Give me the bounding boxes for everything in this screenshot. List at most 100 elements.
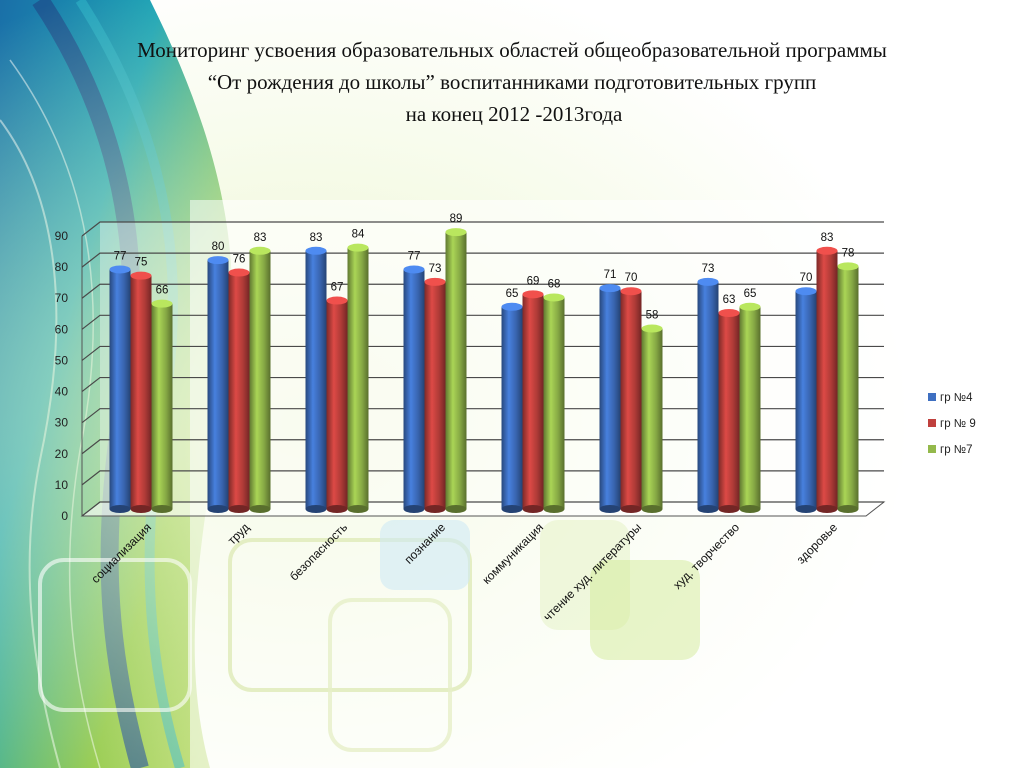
bar — [816, 250, 838, 509]
y-tick-label: 20 — [55, 447, 69, 461]
bar-top — [130, 271, 152, 280]
bar-base — [109, 505, 131, 513]
bar — [599, 288, 621, 509]
legend-swatch — [928, 445, 936, 453]
y-tick-label: 60 — [55, 322, 69, 336]
bar-top — [424, 277, 446, 286]
data-label: 84 — [352, 229, 365, 241]
bar — [109, 269, 131, 509]
bar-base — [424, 505, 446, 513]
data-label: 70 — [800, 272, 813, 284]
data-label: 68 — [548, 278, 561, 290]
y-tick-label: 30 — [55, 416, 69, 430]
bar-base — [599, 505, 621, 513]
y-tick-label: 70 — [55, 291, 69, 305]
bar-top — [347, 243, 369, 252]
title-line-3: на конец 2012 -2013года — [405, 102, 623, 126]
data-label: 58 — [646, 310, 659, 322]
data-label: 73 — [702, 263, 715, 275]
bar — [347, 247, 369, 509]
data-label: 77 — [408, 250, 421, 262]
gridline — [81, 283, 884, 299]
bar-top — [109, 265, 131, 274]
data-label: 71 — [604, 269, 617, 281]
slide-title: Мониторинг усвоения образовательных обла… — [0, 34, 1024, 130]
data-label: 65 — [744, 288, 757, 300]
bar-top — [718, 309, 740, 317]
bar-top — [795, 287, 817, 296]
bar-top — [326, 296, 348, 305]
bar — [543, 297, 565, 509]
y-tick-label: 80 — [55, 260, 69, 274]
bar — [718, 313, 740, 509]
bar — [403, 269, 425, 509]
bar-top — [837, 262, 859, 271]
y-tick-label: 50 — [55, 353, 69, 367]
bar — [326, 300, 348, 509]
bar-top — [249, 246, 271, 255]
bar-top — [697, 277, 719, 286]
bar-base — [130, 505, 152, 513]
bar-top — [641, 324, 663, 333]
data-label: 75 — [135, 257, 148, 269]
data-label: 83 — [310, 232, 323, 244]
bar-base — [305, 505, 327, 513]
data-label: 70 — [625, 272, 638, 284]
bar — [641, 328, 663, 509]
bar-base — [249, 505, 271, 513]
bar-top — [599, 284, 621, 293]
y-tick-label: 10 — [55, 478, 69, 492]
bar-base — [151, 505, 173, 513]
y-tick-label: 0 — [61, 509, 68, 523]
x-tick-label: здоровье — [794, 520, 841, 567]
bar-base — [620, 505, 642, 513]
legend-label: гр № 9 — [940, 418, 976, 430]
data-label: 63 — [723, 294, 736, 306]
bar-top — [151, 299, 173, 308]
gridline — [81, 252, 884, 268]
x-tick-label: коммуникация — [479, 520, 546, 587]
bar — [151, 303, 173, 509]
x-tick-label: худ. творчество — [670, 520, 742, 592]
bar — [228, 272, 250, 509]
bar-base — [501, 505, 523, 513]
bar-base — [739, 505, 761, 513]
bar-base — [641, 505, 663, 513]
bar-top — [207, 256, 229, 265]
y-tick-label: 40 — [55, 385, 69, 399]
data-label: 67 — [331, 282, 344, 294]
legend-label: гр №7 — [940, 444, 973, 456]
bar-base — [837, 505, 859, 513]
title-line-2: “От рождения до школы” воспитанниками по… — [207, 70, 817, 94]
data-label: 80 — [212, 241, 225, 253]
data-label: 78 — [842, 247, 855, 259]
bar — [697, 281, 719, 509]
bar-top — [816, 246, 838, 255]
data-label: 73 — [429, 263, 442, 275]
plot-floor — [80, 501, 886, 517]
bar-top — [445, 228, 467, 237]
bar — [305, 250, 327, 509]
bar-base — [718, 505, 740, 513]
x-tick-label: познание — [402, 520, 449, 567]
bar — [249, 250, 271, 509]
x-tick-label: труд — [225, 520, 252, 547]
bar-top — [620, 287, 642, 296]
gridline — [81, 221, 884, 237]
bar-top — [228, 268, 250, 277]
bar-top — [543, 293, 565, 302]
bar — [620, 291, 642, 509]
bar-base — [347, 505, 369, 513]
x-tick-label: безопасность — [287, 520, 350, 583]
bar-top — [739, 302, 761, 311]
y-tick-label: 90 — [55, 229, 69, 243]
data-label: 76 — [233, 254, 246, 266]
bar-base — [816, 505, 838, 513]
data-label: 77 — [114, 250, 127, 262]
bar — [522, 294, 544, 509]
bar-top — [522, 290, 544, 299]
bar-top — [305, 246, 327, 255]
bar — [795, 291, 817, 509]
bar-top — [403, 265, 425, 274]
